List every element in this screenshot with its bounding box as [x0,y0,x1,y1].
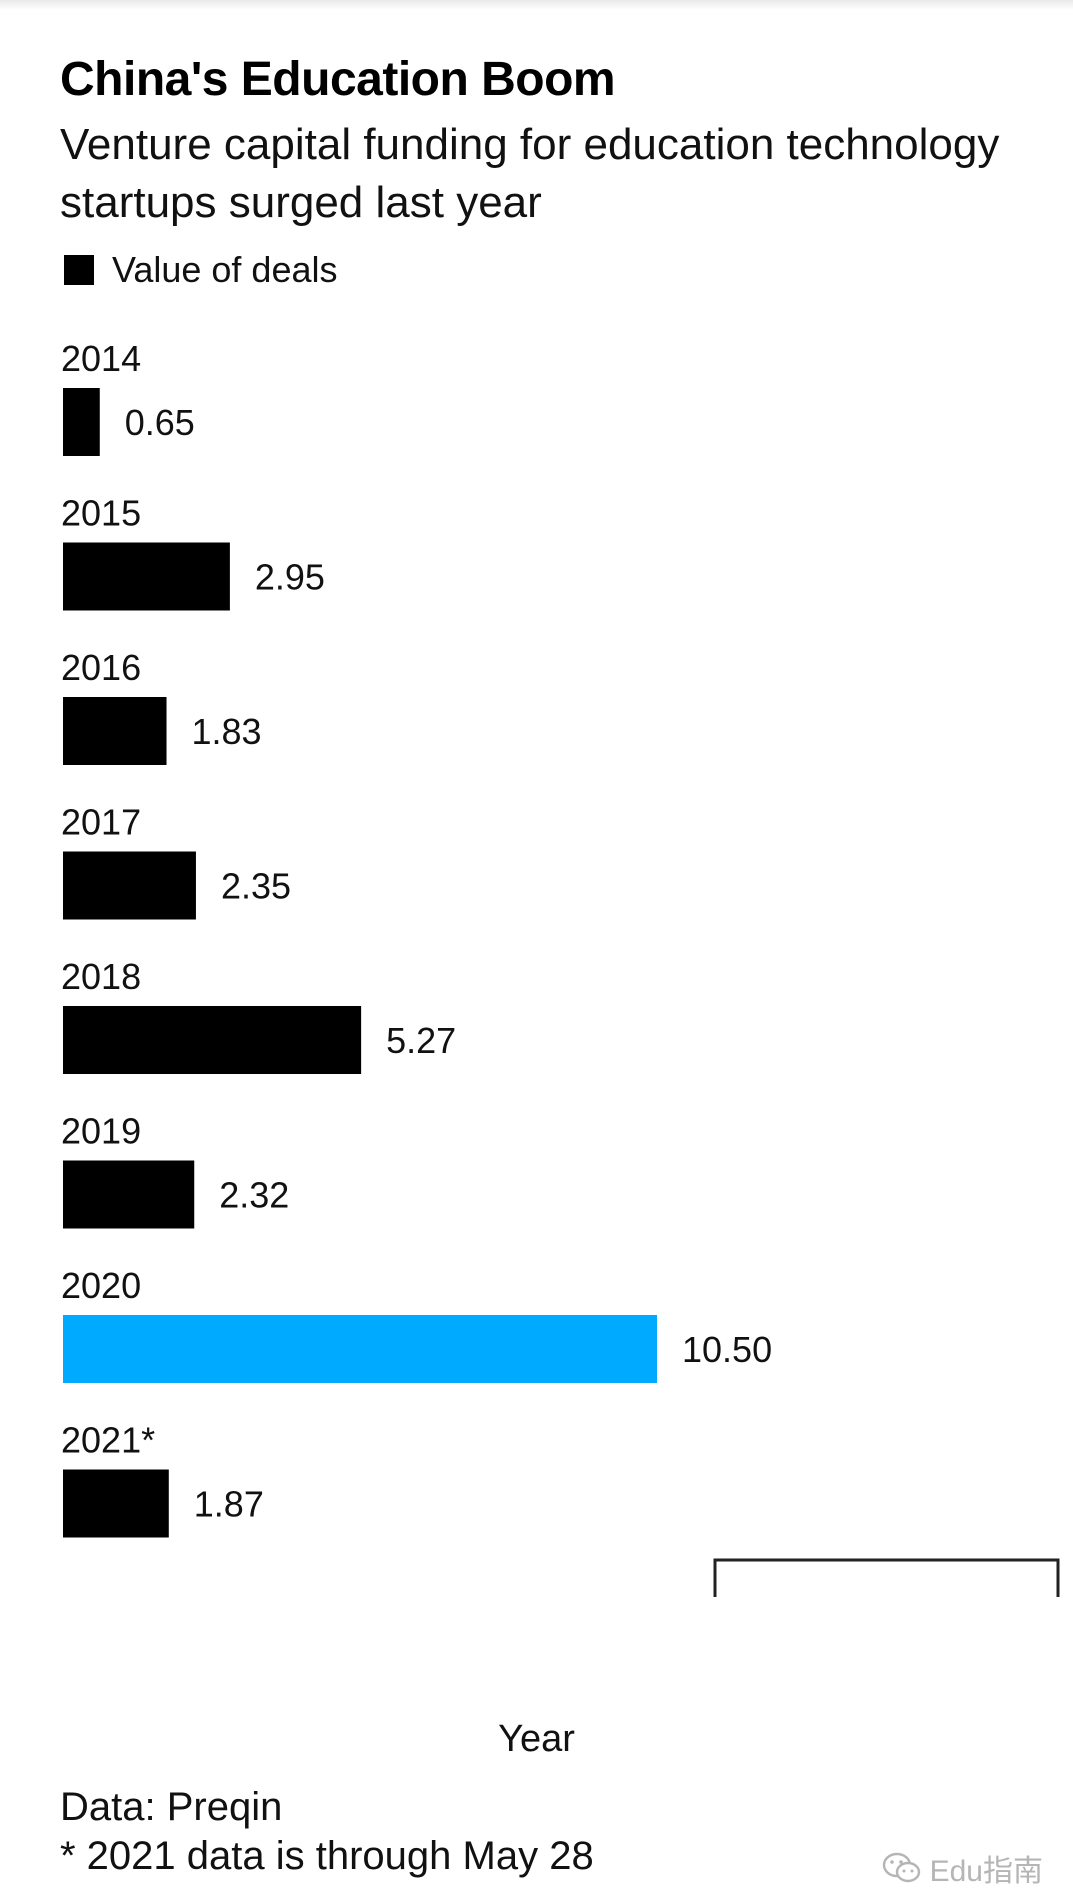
top-edge-shade [0,0,1073,10]
value-label: 2.32 [219,1175,289,1216]
category-label: 2017 [61,802,141,843]
bar [63,388,100,456]
legend: Value of deals [64,249,338,290]
chart-subtitle: Venture capital funding for education te… [60,120,1000,227]
wechat-icon [882,1852,920,1883]
bar [63,1160,195,1229]
value-label: 0.65 [125,402,195,443]
footnote: * 2021 data is through May 28 [60,1834,594,1878]
value-label: 2.35 [221,866,291,907]
value-label: 2.95 [255,557,325,598]
watermark: Edu指南 [882,1848,1043,1888]
category-label: 2016 [61,647,141,688]
value-label: 1.87 [194,1484,264,1525]
bar [63,697,167,765]
bracket-frame [713,1558,1060,1597]
category-label: 2021* [61,1420,155,1461]
value-label: 1.83 [192,711,262,752]
category-label: 2015 [61,493,141,534]
watermark-text: Edu指南 [929,1855,1043,1888]
chart-title: China's Education Boom [60,53,616,106]
legend-swatch [64,255,94,285]
bar [63,1006,362,1074]
bar [63,542,230,611]
bar [63,851,196,920]
value-label: 5.27 [386,1020,456,1061]
x-axis-label: Year [498,1718,575,1760]
category-label: 2014 [61,338,141,379]
bar [63,1469,169,1538]
bar [63,1315,657,1383]
category-label: 2018 [61,956,141,997]
category-label: 2019 [61,1111,141,1152]
source-note: Data: Preqin [60,1785,283,1829]
value-label: 10.50 [682,1329,772,1370]
legend-label: Value of deals [112,249,338,290]
category-label: 2020 [61,1265,141,1306]
